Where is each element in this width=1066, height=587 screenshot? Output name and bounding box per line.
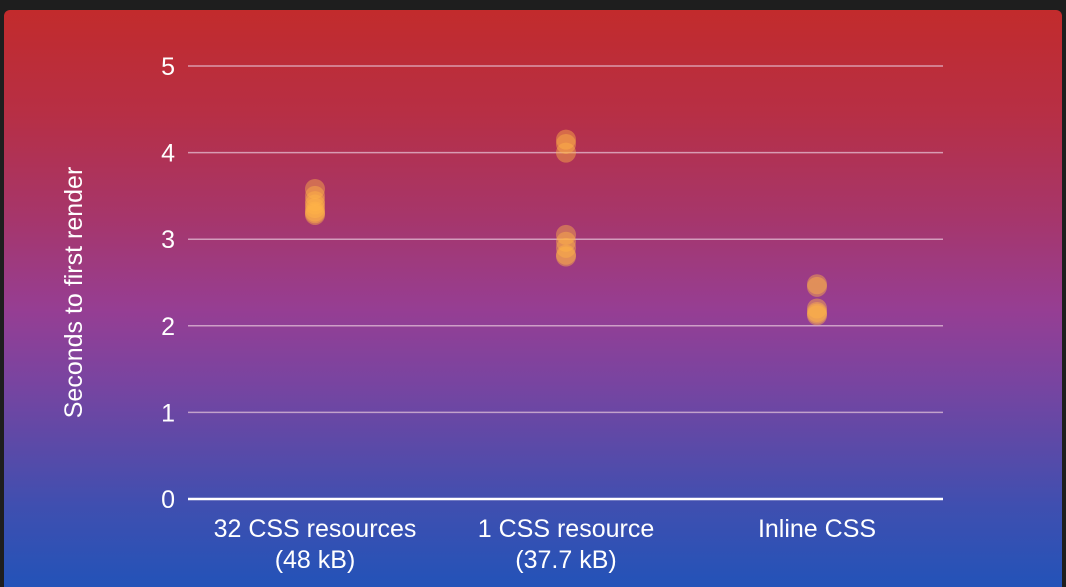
- y-tick-label: 4: [161, 140, 175, 168]
- x-category-label: 1 CSS resource: [478, 515, 654, 543]
- y-tick-label: 2: [161, 313, 175, 341]
- chart-canvas: 0 1 2 3 4 5 32 CSS resources (48 kB) 1 CSS reso…: [60, 53, 943, 574]
- chart-slide: 0 1 2 3 4 5 32 CSS resources (48 kB) 1 CSS reso…: [4, 10, 1062, 587]
- data-point: [807, 303, 827, 324]
- y-tick-labels: 0 1 2 3 4 5: [161, 53, 175, 514]
- y-tick-label: 1: [161, 399, 175, 427]
- y-tick-label: 0: [161, 486, 175, 514]
- y-tick-label: 5: [161, 53, 175, 81]
- data-point: [807, 305, 827, 326]
- data-point: [305, 178, 325, 199]
- data-point: [305, 194, 325, 215]
- data-point: [556, 129, 576, 150]
- data-point: [556, 246, 576, 267]
- data-point: [556, 237, 576, 258]
- x-category-label: 32 CSS resources: [214, 515, 417, 543]
- data-point: [305, 204, 325, 225]
- x-category-sublabel: (37.7 kB): [515, 546, 616, 574]
- data-point: [305, 191, 325, 212]
- data-point: [807, 276, 827, 297]
- data-point: [807, 301, 827, 322]
- data-point: [556, 133, 576, 154]
- data-point: [305, 201, 325, 222]
- data-point: [305, 198, 325, 219]
- data-point: [556, 244, 576, 265]
- grid-lines: [188, 65, 943, 501]
- x-category-labels: 32 CSS resources (48 kB) 1 CSS resource (37…: [214, 515, 877, 574]
- data-point: [556, 231, 576, 252]
- x-category-sublabel: (48 kB): [275, 546, 356, 574]
- data-point: [807, 274, 827, 295]
- y-axis-label: Seconds to first render: [60, 167, 88, 419]
- data-point: [556, 142, 576, 163]
- data-point: [556, 224, 576, 245]
- data-point: [807, 298, 827, 319]
- x-category-label: Inline CSS: [758, 515, 876, 543]
- y-tick-label: 3: [161, 226, 175, 254]
- data-point: [305, 203, 325, 224]
- data-point: [305, 185, 325, 206]
- data-points: [305, 129, 827, 326]
